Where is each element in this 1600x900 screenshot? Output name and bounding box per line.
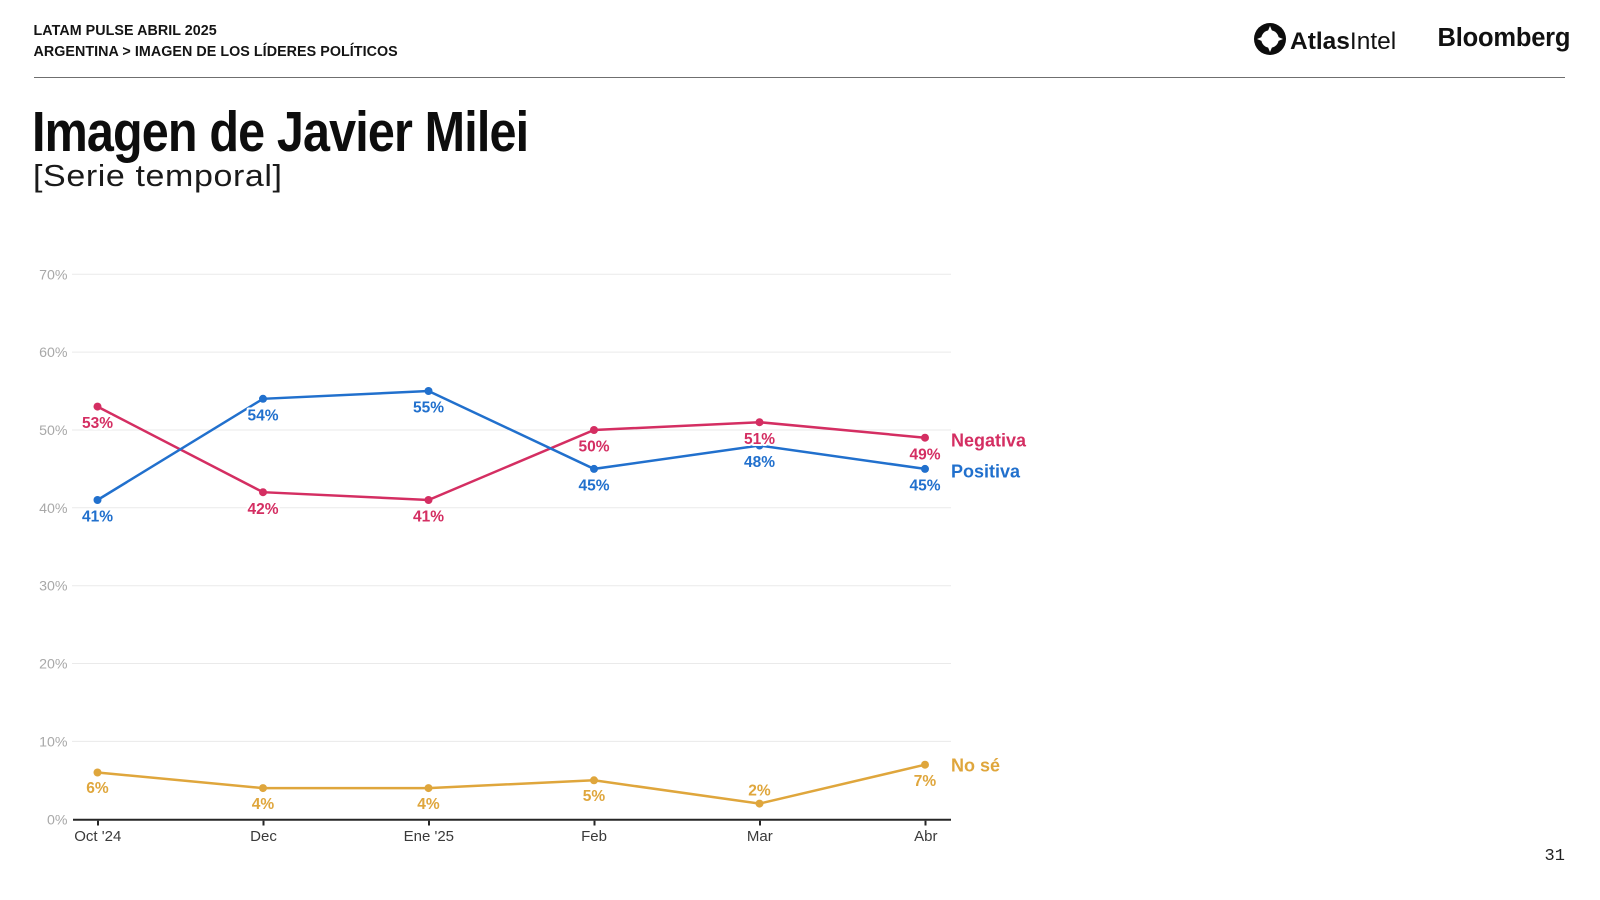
- svg-text:5%: 5%: [583, 788, 606, 805]
- svg-text:41%: 41%: [82, 509, 113, 526]
- svg-text:53%: 53%: [82, 415, 113, 432]
- svg-text:4%: 4%: [252, 796, 275, 813]
- svg-text:7%: 7%: [914, 773, 937, 790]
- svg-text:No sé: No sé: [951, 755, 1000, 775]
- svg-text:60%: 60%: [39, 345, 68, 361]
- svg-text:50%: 50%: [578, 439, 609, 456]
- svg-text:70%: 70%: [39, 267, 68, 283]
- svg-text:Oct '24: Oct '24: [74, 828, 121, 845]
- svg-text:41%: 41%: [413, 509, 444, 526]
- svg-text:Mar: Mar: [747, 828, 773, 845]
- svg-text:55%: 55%: [413, 400, 444, 417]
- svg-text:Positiva: Positiva: [951, 462, 1021, 482]
- svg-text:10%: 10%: [39, 734, 68, 750]
- svg-text:Feb: Feb: [581, 828, 607, 845]
- svg-text:4%: 4%: [417, 796, 440, 813]
- svg-text:2%: 2%: [748, 782, 771, 799]
- svg-text:45%: 45%: [909, 478, 940, 495]
- svg-text:20%: 20%: [39, 657, 68, 673]
- svg-text:30%: 30%: [39, 579, 68, 595]
- svg-text:50%: 50%: [39, 423, 68, 439]
- svg-text:51%: 51%: [744, 431, 775, 448]
- svg-text:45%: 45%: [578, 478, 609, 495]
- svg-text:Ene '25: Ene '25: [404, 828, 454, 845]
- svg-text:Abr: Abr: [914, 828, 937, 845]
- svg-text:Negativa: Negativa: [951, 431, 1027, 451]
- svg-text:Dec: Dec: [250, 828, 277, 845]
- svg-text:49%: 49%: [909, 446, 940, 463]
- svg-text:0%: 0%: [47, 813, 68, 829]
- svg-text:40%: 40%: [39, 501, 68, 517]
- svg-text:54%: 54%: [247, 407, 278, 424]
- svg-text:48%: 48%: [744, 454, 775, 471]
- svg-text:6%: 6%: [86, 780, 109, 797]
- svg-text:42%: 42%: [247, 501, 278, 518]
